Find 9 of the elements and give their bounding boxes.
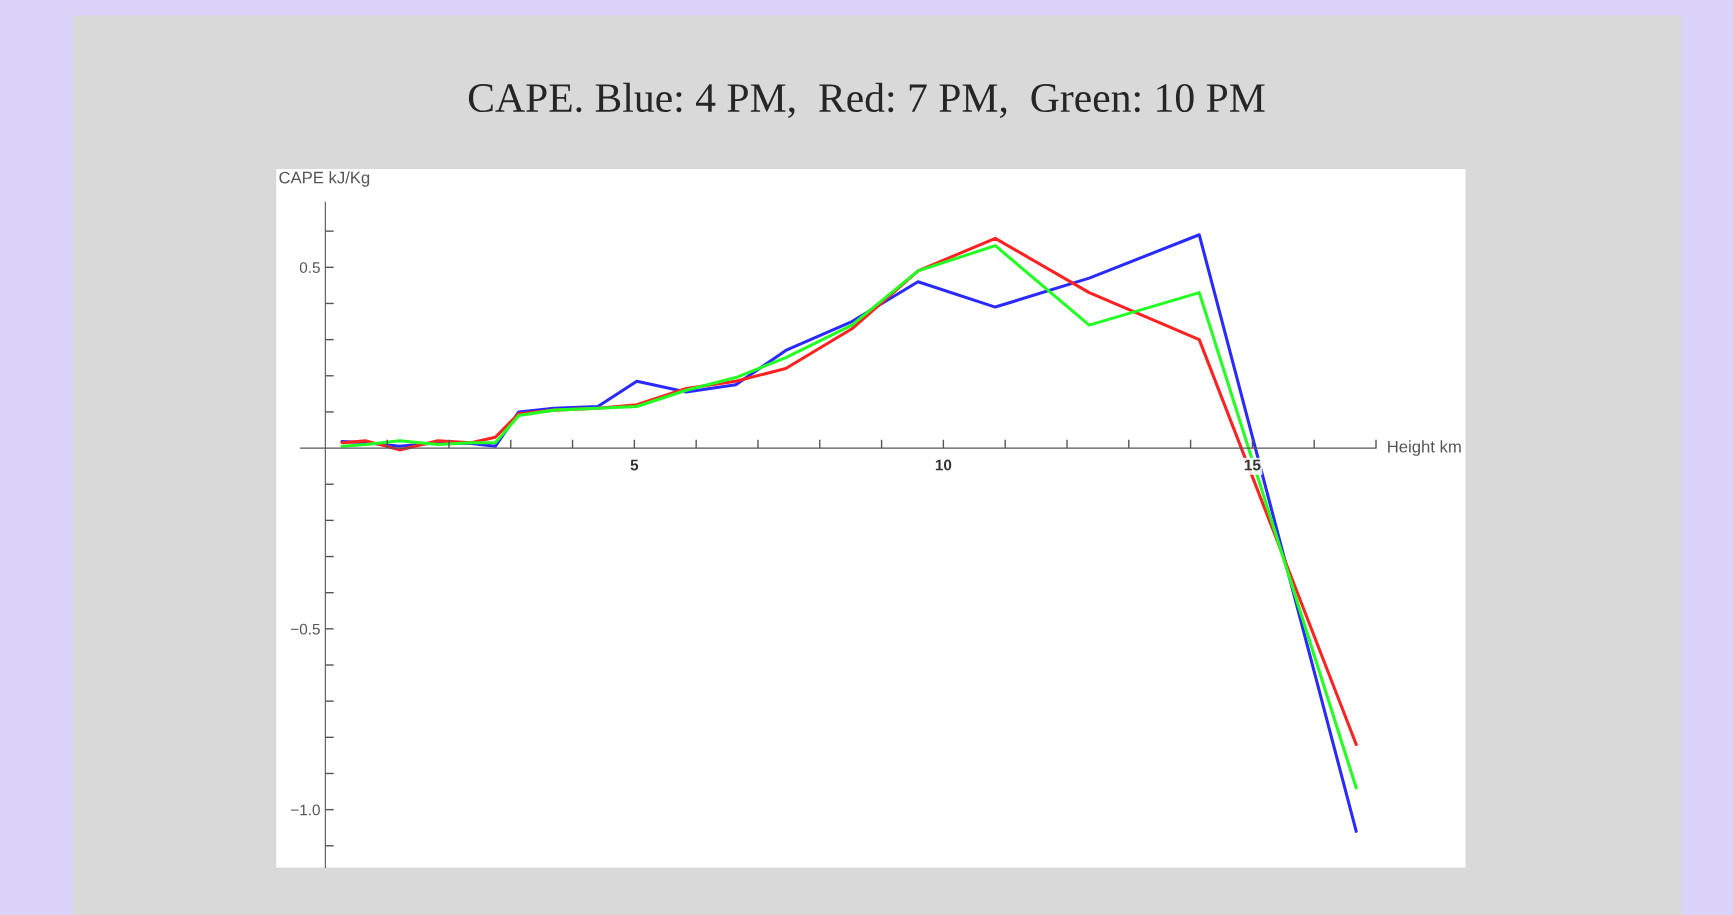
chart-title: CAPE. Blue: 4 PM, Red: 7 PM, Green: 10 PM [468,82,1265,119]
x-axis-title: Height km [1388,440,1461,456]
y-tick-label: 0.5 [299,262,320,273]
y-tick-label: −1.0 [291,804,320,816]
x-tick-label: 15 [1244,459,1261,471]
y-tick-label: −0.5 [291,623,320,635]
x-tick-label: 10 [935,459,952,471]
x-tick-label: 5 [630,459,639,471]
y-axis-title: CAPE kJ/Kg [279,171,370,187]
